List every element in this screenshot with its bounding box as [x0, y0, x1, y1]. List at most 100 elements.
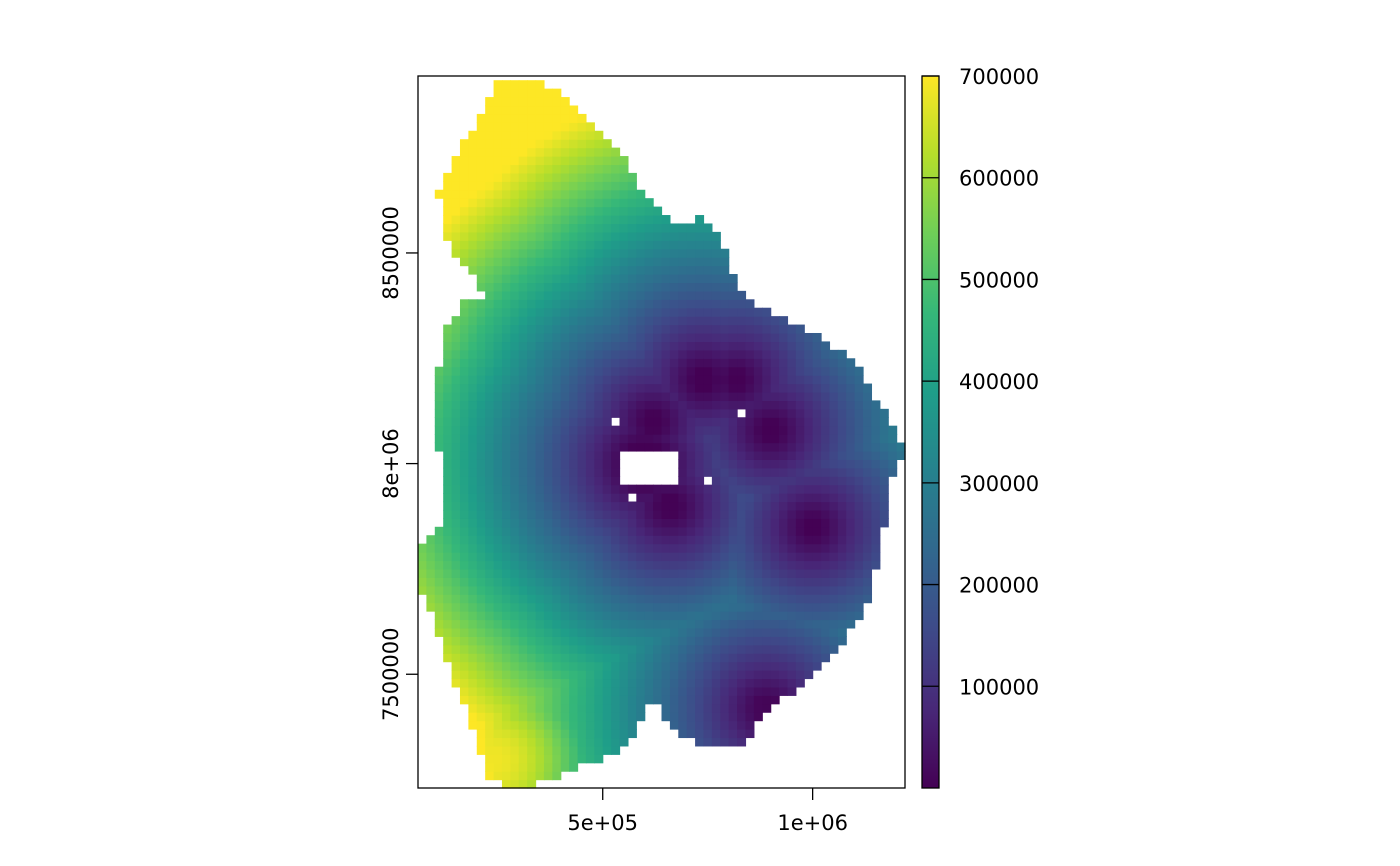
- raster-cell: [585, 189, 595, 199]
- raster-cell: [669, 577, 679, 587]
- raster-cell: [443, 181, 453, 191]
- raster-cell: [644, 627, 654, 637]
- raster-cell: [443, 189, 453, 199]
- raster-cell: [854, 611, 864, 621]
- raster-cell: [577, 341, 587, 351]
- raster-cell: [518, 518, 528, 528]
- raster-cell: [686, 425, 696, 435]
- raster-cell: [863, 408, 873, 418]
- raster-cell: [527, 568, 537, 578]
- raster-cell: [737, 653, 747, 663]
- raster-cell: [602, 223, 612, 233]
- raster-cell: [627, 358, 637, 368]
- raster-cell: [812, 442, 822, 452]
- raster-cell: [779, 476, 789, 486]
- raster-cell: [787, 560, 797, 570]
- colorbar-tick-label: 300000: [959, 472, 1039, 496]
- raster-cell: [501, 139, 511, 149]
- raster-cell: [459, 383, 469, 393]
- raster-cell: [543, 450, 553, 460]
- raster-cell: [753, 425, 763, 435]
- raster-cell: [728, 729, 738, 739]
- raster-cell: [829, 518, 839, 528]
- raster-cell: [552, 450, 562, 460]
- raster-cell: [510, 206, 520, 216]
- raster-cell: [627, 223, 637, 233]
- raster-cell: [636, 408, 646, 418]
- raster-cell: [644, 493, 654, 503]
- raster-cell: [577, 358, 587, 368]
- raster-cell: [711, 594, 721, 604]
- raster-cell: [711, 560, 721, 570]
- raster-cell: [594, 543, 604, 553]
- raster-cell: [493, 181, 503, 191]
- raster-cell: [543, 231, 553, 241]
- raster-cell: [543, 670, 553, 680]
- raster-cell: [669, 240, 679, 250]
- raster-cell: [770, 577, 780, 587]
- raster-cell: [669, 442, 679, 452]
- raster-cell: [560, 509, 570, 519]
- raster-cell: [846, 467, 856, 477]
- raster-cell: [812, 543, 822, 553]
- raster-cell: [501, 619, 511, 629]
- raster-cell: [527, 442, 537, 452]
- raster-cell: [569, 130, 579, 140]
- raster-cell: [779, 349, 789, 359]
- raster-cell: [728, 560, 738, 570]
- raster-cell: [594, 425, 604, 435]
- raster-cell: [829, 594, 839, 604]
- raster-cell: [569, 611, 579, 621]
- raster-cell: [543, 644, 553, 654]
- raster-cell: [594, 366, 604, 376]
- raster-cell: [678, 602, 688, 612]
- raster-cell: [804, 400, 814, 410]
- raster-cell: [711, 476, 721, 486]
- raster-cell: [493, 265, 503, 275]
- raster-cell: [871, 400, 881, 410]
- raster-cell: [762, 695, 772, 705]
- raster-cell: [552, 442, 562, 452]
- raster-cell: [602, 518, 612, 528]
- raster-cell: [501, 594, 511, 604]
- raster-cell: [636, 653, 646, 663]
- raster-cell: [762, 644, 772, 654]
- raster-cell: [493, 703, 503, 713]
- raster-cell: [493, 670, 503, 680]
- raster-cell: [627, 400, 637, 410]
- raster-cell: [644, 602, 654, 612]
- raster-cell: [577, 122, 587, 132]
- raster-cell: [585, 577, 595, 587]
- raster-cell: [476, 383, 486, 393]
- raster-cell: [585, 223, 595, 233]
- raster-cell: [812, 509, 822, 519]
- raster-cell: [762, 366, 772, 376]
- raster-cell: [510, 139, 520, 149]
- raster-cell: [493, 619, 503, 629]
- raster-cell: [728, 585, 738, 595]
- raster-cell: [476, 611, 486, 621]
- raster-cell: [493, 341, 503, 351]
- raster-cell: [501, 467, 511, 477]
- raster-cell: [459, 594, 469, 604]
- raster-cell: [560, 568, 570, 578]
- raster-cell: [535, 678, 545, 688]
- raster-cell: [737, 636, 747, 646]
- raster-cell: [476, 366, 486, 376]
- raster-cell: [829, 644, 839, 654]
- raster-cell: [636, 509, 646, 519]
- raster-cell: [619, 400, 629, 410]
- raster-cell: [535, 206, 545, 216]
- raster-cell: [636, 341, 646, 351]
- raster-cell: [569, 316, 579, 326]
- raster-cell: [552, 189, 562, 199]
- raster-cell: [552, 282, 562, 292]
- raster-cell: [661, 316, 671, 326]
- raster-cell: [493, 324, 503, 334]
- raster-cell: [627, 484, 637, 494]
- raster-cell: [493, 113, 503, 123]
- raster-cell: [434, 425, 444, 435]
- raster-cell: [753, 602, 763, 612]
- raster-cell: [795, 459, 805, 469]
- raster-cell: [678, 240, 688, 250]
